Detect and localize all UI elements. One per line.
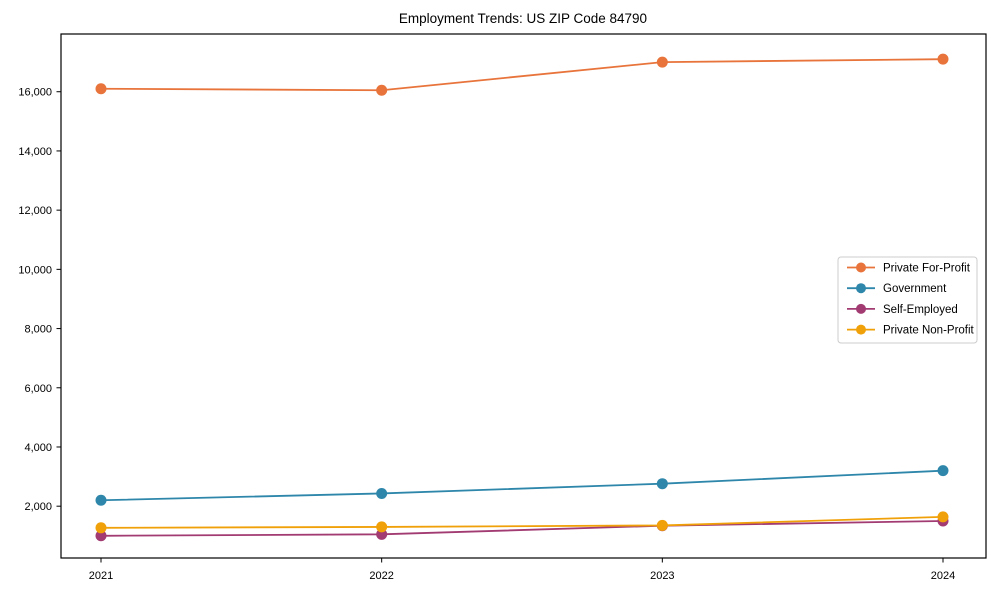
data-point-private-non-profit bbox=[95, 522, 107, 534]
plot-frame bbox=[60, 33, 987, 559]
legend-swatch-marker-self-employed bbox=[856, 303, 866, 314]
data-point-private-non-profit bbox=[656, 519, 668, 531]
data-point-government bbox=[95, 494, 107, 506]
data-point-government bbox=[376, 487, 388, 499]
x-tick-label: 2023 bbox=[650, 570, 674, 582]
series-line-private-for-profit bbox=[100, 58, 944, 92]
axes: 2,000 4,000 6,000 8,000 10,000 12,000 14,000 16… bbox=[18, 33, 987, 582]
data-series bbox=[95, 53, 949, 542]
y-tick-label: 6,000 bbox=[24, 383, 52, 395]
legend-swatch-marker-private-for-profit bbox=[856, 262, 866, 273]
data-point-government bbox=[656, 478, 668, 490]
data-point-private-for-profit bbox=[376, 84, 388, 96]
series-line-private-non-profit bbox=[100, 515, 944, 529]
data-point-government bbox=[937, 465, 949, 477]
x-tick-label: 2021 bbox=[89, 570, 113, 582]
legend-box bbox=[837, 256, 978, 344]
y-tick-label: 2,000 bbox=[24, 501, 52, 513]
y-tick-label: 12,000 bbox=[18, 205, 52, 217]
data-point-private-non-profit bbox=[937, 511, 949, 523]
data-point-private-for-profit bbox=[95, 83, 107, 95]
y-tick-label: 4,000 bbox=[24, 442, 52, 454]
legend-label-government: Government bbox=[883, 283, 947, 295]
data-point-private-for-profit bbox=[656, 56, 668, 68]
legend-label-private-non-profit: Private Non-Profit bbox=[883, 325, 975, 337]
data-point-self-employed bbox=[95, 530, 107, 542]
data-point-private-for-profit bbox=[937, 53, 949, 65]
legend-swatch-marker-private-non-profit bbox=[856, 324, 866, 335]
x-tick-label: 2024 bbox=[931, 570, 955, 582]
data-point-private-non-profit bbox=[376, 521, 388, 533]
chart-title: Employment Trends: US ZIP Code 84790 bbox=[399, 11, 647, 26]
legend-swatch-marker-government bbox=[856, 283, 866, 294]
y-tick-label: 16,000 bbox=[18, 87, 52, 99]
y-tick-label: 14,000 bbox=[18, 146, 52, 158]
legend: Private For-Profit Government Self-Employe… bbox=[837, 256, 978, 344]
series-line-government bbox=[100, 469, 944, 502]
x-tick-label: 2022 bbox=[369, 570, 393, 582]
series-line-self-employed bbox=[100, 520, 944, 537]
legend-label-self-employed: Self-Employed bbox=[883, 304, 958, 316]
y-tick-label: 8,000 bbox=[24, 324, 52, 336]
y-tick-label: 10,000 bbox=[18, 264, 52, 276]
legend-label-private-for-profit: Private For-Profit bbox=[883, 263, 971, 275]
